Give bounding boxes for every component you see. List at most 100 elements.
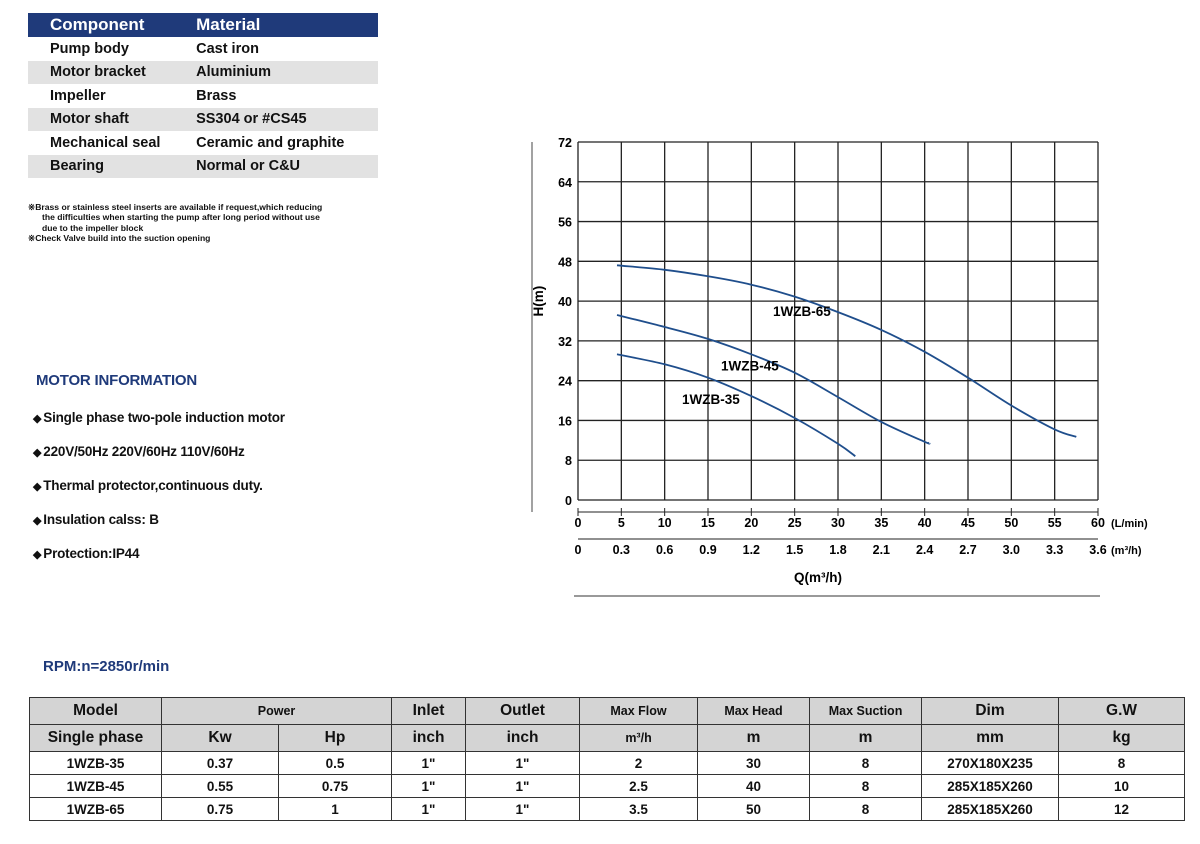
materials-row: Motor bracket Aluminium: [28, 60, 378, 84]
motor-info-text: 220V/50Hz 220V/60Hz 110V/60Hz: [43, 444, 245, 459]
materials-row: Bearing Normal or C&U: [28, 154, 378, 178]
spec-cell: 3.5: [579, 797, 699, 821]
spec-cell: 1": [465, 751, 581, 775]
motor-info-text: Single phase two-pole induction motor: [43, 410, 285, 425]
spec-header-max-flow: Max Flow: [579, 697, 699, 725]
motor-info-item: ◆ Insulation calss: B: [33, 510, 285, 544]
materials-header-component: Component: [28, 13, 190, 37]
spec-cell: 2: [579, 751, 699, 775]
curve-label: 1WZB-65: [773, 304, 831, 319]
x-tick-label: 40: [918, 516, 932, 530]
x-tick-label: 5: [618, 516, 625, 530]
spec-unit-cell: m³/h: [579, 724, 699, 752]
materials-row: Motor shaft SS304 or #CS45: [28, 107, 378, 131]
y-tick-label: 64: [558, 176, 572, 190]
x-tick-label: 60: [1091, 516, 1105, 530]
spec-header-inlet: Inlet: [391, 697, 467, 725]
material-cell: Cast iron: [196, 40, 259, 57]
x-tick-label-m3h: 1.8: [829, 543, 846, 557]
diamond-bullet-icon: ◆: [33, 481, 42, 493]
spec-header-power: Power: [160, 697, 393, 725]
spec-unit-cell: m: [809, 724, 923, 752]
x-tick-label-m3h: 2.7: [959, 543, 976, 557]
x-tick-label-m3h: 0.9: [699, 543, 716, 557]
x-tick-label: 25: [788, 516, 802, 530]
x-axis-title: Q(m³/h): [794, 570, 842, 585]
spec-header-dim: Dim: [921, 697, 1060, 725]
x-unit-bottom: (m³/h): [1111, 545, 1142, 557]
spec-row: 1WZB-45 0.55 0.75 1" 1" 2.5 40 8 285X185…: [29, 774, 1186, 798]
materials-table: Component Material Pump body Cast iron M…: [28, 13, 378, 178]
spec-cell: 1WZB-45: [29, 774, 162, 798]
note-line: due to the impeller block: [42, 222, 144, 233]
performance-chart: 0050.3100.6150.9201.2251.5301.8352.1402.…: [531, 136, 1148, 597]
curve-1wzb-45: [616, 314, 931, 445]
curve-1wzb-35: [616, 353, 856, 457]
materials-header-material: Material: [189, 13, 378, 37]
motor-info-item: ◆ 220V/50Hz 220V/60Hz 110V/60Hz: [33, 442, 285, 476]
x-tick-label: 50: [1004, 516, 1018, 530]
y-tick-label: 72: [558, 136, 572, 150]
y-tick-label: 0: [565, 494, 572, 508]
spec-cell: 8: [809, 797, 923, 821]
y-tick-label: 16: [558, 414, 572, 428]
spec-unit-cell: Kw: [161, 724, 279, 752]
spec-row: 1WZB-65 0.75 1 1" 1" 3.5 50 8 285X185X26…: [29, 797, 1186, 821]
spec-header-row: Model Power Inlet Outlet Max Flow Max He…: [29, 697, 1186, 725]
spec-cell: 1WZB-65: [29, 797, 162, 821]
spec-cell: 30: [697, 751, 811, 775]
x-tick-label: 35: [874, 516, 888, 530]
motor-info-item: ◆ Thermal protector,continuous duty.: [33, 476, 285, 510]
x-tick-label-m3h: 1.5: [786, 543, 803, 557]
y-axis-title: H(m): [531, 286, 546, 317]
x-tick-label: 10: [658, 516, 672, 530]
motor-info-text: Insulation calss: B: [43, 512, 159, 527]
curve-label: 1WZB-35: [682, 392, 740, 407]
materials-header-row: Component Material: [28, 13, 378, 37]
spec-cell: 1": [465, 774, 581, 798]
spec-cell: 50: [697, 797, 811, 821]
diamond-bullet-icon: ◆: [33, 515, 42, 527]
x-tick-label: 30: [831, 516, 845, 530]
diamond-bullet-icon: ◆: [33, 447, 42, 459]
component-cell: Bearing: [28, 154, 190, 178]
spec-cell: 0.55: [161, 774, 279, 798]
spec-cell: 1": [391, 797, 467, 821]
x-tick-label-m3h: 0.3: [613, 543, 630, 557]
y-tick-label: 40: [558, 295, 572, 309]
spec-cell: 1": [391, 774, 467, 798]
spec-header-outlet: Outlet: [465, 697, 581, 725]
spec-table: Model Power Inlet Outlet Max Flow Max He…: [29, 697, 1186, 821]
spec-header-gw: G.W: [1058, 697, 1186, 725]
motor-info-list: ◆ Single phase two-pole induction motor ◆…: [33, 408, 285, 578]
spec-cell: 1: [277, 797, 393, 821]
curve-1wzb-65: [616, 264, 1077, 438]
spec-cell: 8: [1058, 751, 1186, 775]
x-tick-label-m3h: 2.1: [873, 543, 890, 557]
curve-label: 1WZB-45: [721, 359, 779, 374]
x-tick-label: 45: [961, 516, 975, 530]
spec-row: 1WZB-35 0.37 0.5 1" 1" 2 30 8 270X180X23…: [29, 751, 1186, 775]
spec-unit-cell: inch: [391, 724, 467, 752]
material-cell: Aluminium: [189, 60, 378, 84]
diamond-bullet-icon: ◆: [33, 413, 42, 425]
material-cell: Ceramic and graphite: [196, 134, 345, 151]
x-tick-label-m3h: 2.4: [916, 543, 933, 557]
rpm-label: RPM:n=2850r/min: [43, 658, 170, 675]
spec-unit-row: Single phase Kw Hp inch inch m³/h m m mm…: [29, 724, 1186, 752]
spec-header-max-suction: Max Suction: [809, 697, 923, 725]
spec-cell: 1WZB-35: [29, 751, 162, 775]
x-tick-label: 55: [1048, 516, 1062, 530]
spec-cell: 2.5: [579, 774, 699, 798]
spec-cell: 10: [1058, 774, 1186, 798]
spec-cell: 8: [809, 751, 923, 775]
motor-info-item: ◆ Single phase two-pole induction motor: [33, 408, 285, 442]
y-tick-label: 32: [558, 335, 572, 349]
y-tick-label: 48: [558, 255, 572, 269]
component-cell: Motor shaft: [28, 107, 190, 131]
materials-row: Impeller Brass: [28, 84, 378, 108]
x-tick-label: 0: [575, 516, 582, 530]
spec-cell: 285X185X260: [921, 797, 1060, 821]
diamond-bullet-icon: ◆: [33, 549, 42, 561]
spec-cell: 8: [809, 774, 923, 798]
